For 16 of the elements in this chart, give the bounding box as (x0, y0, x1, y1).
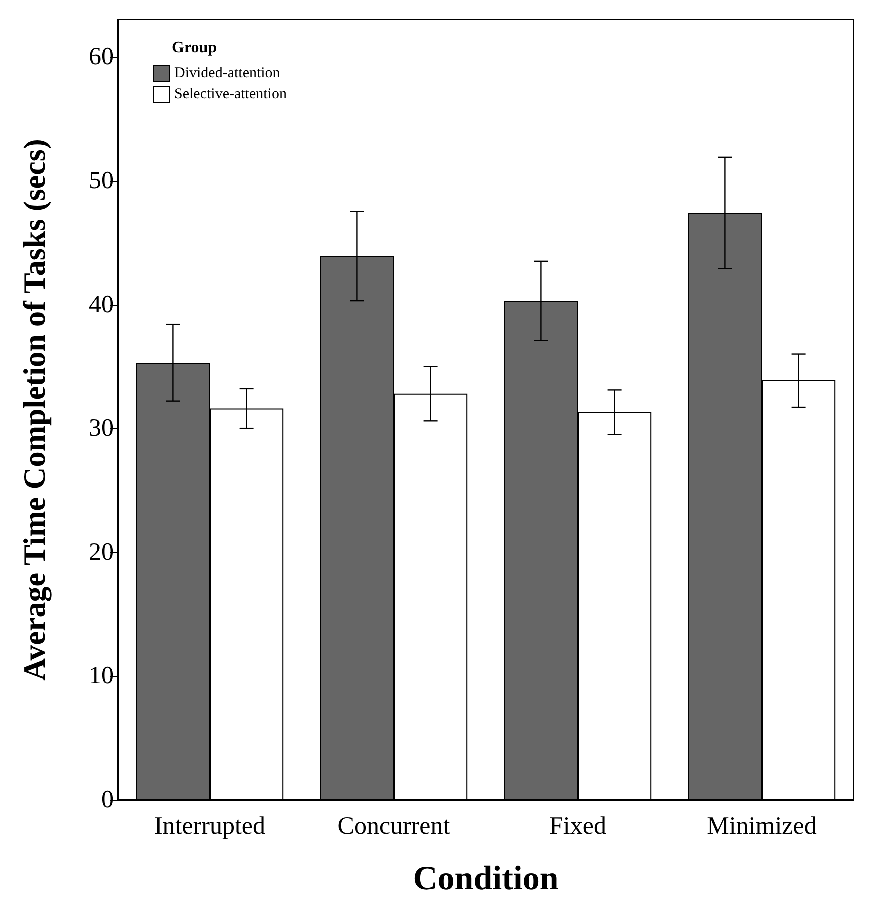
x-axis-title: Condition (413, 860, 559, 898)
legend-label: Selective-attention (174, 86, 288, 102)
x-tick-label: Interrupted (154, 813, 266, 840)
x-tick-label: Minimized (707, 813, 818, 840)
x-tick-label: Concurrent (338, 813, 450, 840)
y-tick-label: 10 (89, 662, 114, 690)
y-tick-label: 50 (89, 167, 114, 194)
legend-label: Divided-attention (174, 66, 281, 82)
y-tick-label: 60 (89, 44, 114, 71)
y-tick-label: 30 (89, 415, 114, 442)
y-axis-title: Average Time Completion of Tasks (secs) (17, 139, 52, 681)
x-tick-label: Fixed (550, 813, 607, 840)
y-tick-label: 40 (89, 291, 114, 318)
y-tick-label: 20 (89, 538, 114, 566)
legend-title: Group (172, 40, 218, 56)
y-tick-label: 0 (102, 786, 114, 814)
